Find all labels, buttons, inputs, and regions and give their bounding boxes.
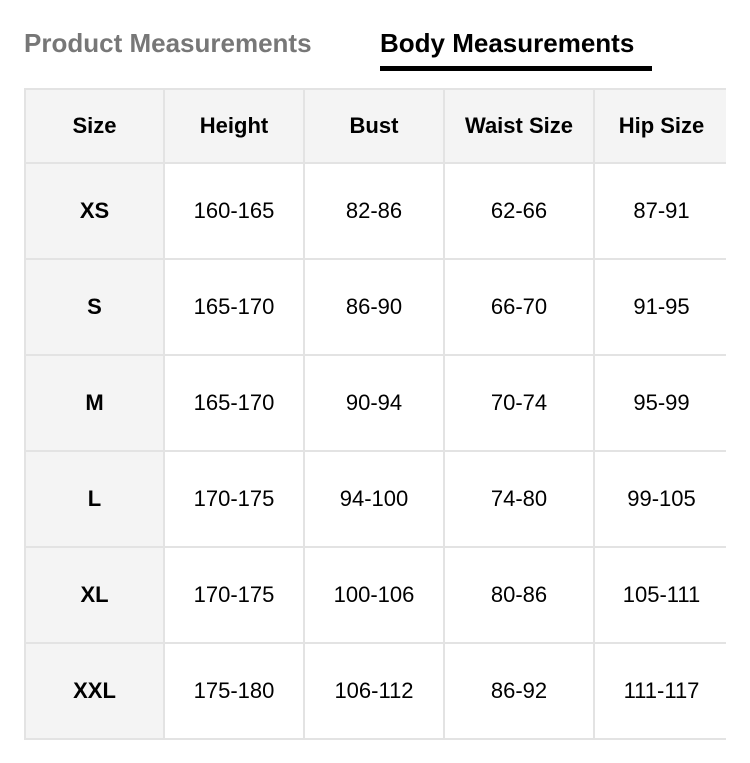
cell-bust: 100-106 [303,546,445,644]
cell-bust: 94-100 [303,450,445,548]
cell-hip-size: 87-91 [593,162,726,260]
cell-hip-size: 99-105 [593,450,726,548]
cell-bust: 90-94 [303,354,445,452]
column-header-height: Height [163,88,305,164]
tab-product-measurements[interactable]: Product Measurements [24,28,312,58]
column-header-size: Size [24,88,165,164]
size-chart-table-container: Size Height Bust Waist Size Hip Size XS 1… [24,88,726,740]
table-row: S 165-170 86-90 66-70 91-95 [24,258,726,356]
cell-bust: 106-112 [303,642,445,740]
cell-height: 170-175 [163,546,305,644]
cell-height: 160-165 [163,162,305,260]
cell-hip-size: 111-117 [593,642,726,740]
cell-waist-size: 70-74 [443,354,595,452]
table-row: L 170-175 94-100 74-80 99-105 [24,450,726,548]
column-header-hip-size: Hip Size [593,88,726,164]
cell-waist-size: 66-70 [443,258,595,356]
cell-height: 170-175 [163,450,305,548]
cell-size: XXL [24,642,165,740]
active-tab-indicator [380,66,652,71]
cell-height: 175-180 [163,642,305,740]
cell-waist-size: 86-92 [443,642,595,740]
cell-bust: 82-86 [303,162,445,260]
cell-waist-size: 74-80 [443,450,595,548]
cell-bust: 86-90 [303,258,445,356]
table-row: XXL 175-180 106-112 86-92 111-117 [24,642,726,740]
cell-waist-size: 62-66 [443,162,595,260]
size-chart-table: Size Height Bust Waist Size Hip Size XS 1… [24,88,726,740]
column-header-bust: Bust [303,88,445,164]
table-row: XL 170-175 100-106 80-86 105-111 [24,546,726,644]
table-row: XS 160-165 82-86 62-66 87-91 [24,162,726,260]
cell-height: 165-170 [163,354,305,452]
table-header-row: Size Height Bust Waist Size Hip Size [24,88,726,164]
cell-hip-size: 95-99 [593,354,726,452]
tab-body-measurements[interactable]: Body Measurements [380,28,635,58]
cell-hip-size: 105-111 [593,546,726,644]
cell-waist-size: 80-86 [443,546,595,644]
cell-size: S [24,258,165,356]
cell-size: XL [24,546,165,644]
column-header-waist-size: Waist Size [443,88,595,164]
table-row: M 165-170 90-94 70-74 95-99 [24,354,726,452]
cell-height: 165-170 [163,258,305,356]
cell-hip-size: 91-95 [593,258,726,356]
cell-size: L [24,450,165,548]
cell-size: M [24,354,165,452]
cell-size: XS [24,162,165,260]
